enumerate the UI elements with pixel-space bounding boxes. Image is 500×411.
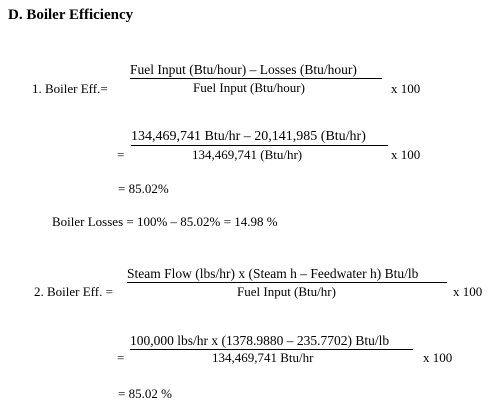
eq1-multiplier: x 100 (391, 81, 421, 96)
section-heading: D. Boiler Efficiency (8, 7, 134, 23)
eq1-sub-denominator: 134,469,741 (Btu/hr) (192, 147, 303, 162)
eq2-sub-equals: = (117, 350, 125, 365)
eq2-fraction-bar (127, 282, 447, 283)
eq1-sub-fraction-bar (131, 145, 388, 146)
eq1-label: 1. Boiler Eff.= (32, 81, 108, 96)
eq2-label: 2. Boiler Eff. = (34, 284, 113, 299)
eq2-numerator: Steam Flow (lbs/hr) x (Steam h – Feedwat… (127, 266, 419, 281)
eq1-denominator: Fuel Input (Btu/hour) (193, 80, 305, 95)
eq2-sub-denominator: 134,469,741 Btu/hr (212, 350, 314, 365)
eq2-sub-numerator: 100,000 lbs/hr x (1378.9880 – 235.7702) … (130, 333, 390, 348)
eq1-sub-numerator: 134,469,741 Btu/hr – 20,141,985 (Btu/hr) (131, 129, 366, 144)
boiler-losses-line: Boiler Losses = 100% – 85.02% = 14.98 % (52, 214, 278, 229)
eq2-result: = 85.02 % (118, 386, 172, 401)
eq2-sub-multiplier: x 100 (423, 350, 453, 365)
eq1-numerator: Fuel Input (Btu/hour) – Losses (Btu/hour… (130, 62, 357, 77)
eq1-fraction-bar (130, 78, 382, 79)
eq2-sub-fraction-bar (130, 349, 413, 350)
eq1-sub-equals: = (117, 147, 125, 162)
eq1-sub-multiplier: x 100 (391, 147, 421, 162)
eq2-multiplier: x 100 (453, 284, 483, 299)
eq2-denominator: Fuel Input (Btu/hr) (237, 284, 336, 299)
eq1-result: = 85.02% (118, 181, 169, 196)
